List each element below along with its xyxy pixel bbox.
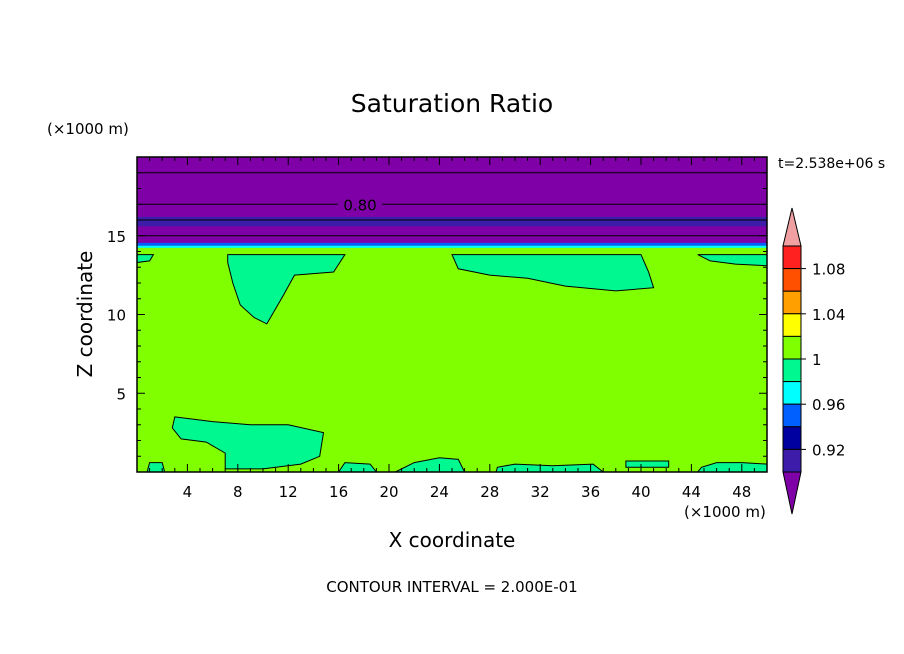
- colorbar-swatch: [782, 381, 802, 405]
- colorbar-bottom-arrow: [782, 471, 802, 515]
- pocket-upper-middle: [451, 254, 655, 292]
- contour-interval-note: CONTOUR INTERVAL = 2.000E-01: [326, 578, 577, 596]
- colorbar: 1.08 1.04 1 0.96 0.92: [782, 207, 845, 515]
- colorbar-tick-label: 0.92: [812, 441, 845, 459]
- pocket-lower-left: [171, 416, 325, 470]
- x-tick-label: 8: [233, 483, 243, 501]
- x-tick-label: 16: [329, 483, 348, 501]
- chart-title: Saturation Ratio: [351, 89, 553, 118]
- x-unit-label: (×1000 m): [684, 503, 766, 521]
- x-tick-label: 24: [430, 483, 449, 501]
- contour-label: 0.80: [343, 196, 376, 214]
- x-tick-label: 4: [183, 483, 193, 501]
- y-unit-label: (×1000 m): [47, 120, 129, 138]
- colorbar-tick-label: 1.08: [812, 261, 845, 279]
- x-axis: 4 8 12 16 20 24 28 32 36 40 44 48: [149, 157, 755, 501]
- time-label: t=2.538e+06 s: [778, 156, 885, 172]
- x-tick-label: 48: [732, 483, 751, 501]
- colorbar-swatch: [782, 426, 802, 450]
- pocket-upper-right: [697, 254, 768, 267]
- y-axis: 5 10 15: [107, 172, 767, 457]
- y-tick-label: 15: [107, 228, 126, 246]
- transition-band-cyan: [137, 245, 767, 248]
- y-axis-label: Z coordinate: [73, 251, 97, 378]
- colorbar-swatch: [782, 290, 802, 315]
- upper-layer: [137, 157, 767, 244]
- colorbar-tick-label: 1: [812, 351, 822, 369]
- x-tick-label: 44: [682, 483, 701, 501]
- colorbar-tick-label: 1.04: [812, 306, 845, 324]
- contour-label-bg: [338, 196, 383, 213]
- y-tick-label: 10: [107, 307, 126, 325]
- pocket-bottom-28: [495, 463, 605, 473]
- colorbar-swatch: [782, 245, 802, 270]
- x-tick-label: 28: [480, 483, 499, 501]
- colorbar-swatch: [782, 358, 802, 383]
- colorbar-top-arrow: [782, 207, 802, 247]
- x-tick-label: 40: [631, 483, 650, 501]
- pocket-bottom-39: [625, 460, 670, 468]
- colorbar-swatch: [782, 448, 802, 473]
- colorbar-swatch: [782, 268, 802, 292]
- y-tick-label: 5: [116, 385, 126, 403]
- x-tick-label: 12: [279, 483, 298, 501]
- x-tick-label: 20: [379, 483, 398, 501]
- pocket-upper-left: [227, 254, 346, 325]
- upper-layer-band: [137, 216, 767, 227]
- plot-area: 0.80: [136, 156, 768, 473]
- transition-band-blue: [137, 242, 767, 246]
- colorbar-swatch: [782, 403, 802, 428]
- colorbar-swatch: [782, 335, 802, 360]
- x-tick-label: 32: [531, 483, 550, 501]
- colorbar-tick-label: 0.96: [812, 396, 845, 414]
- colorbar-swatch: [782, 313, 802, 337]
- x-axis-label: X coordinate: [389, 528, 516, 552]
- x-tick-label: 36: [581, 483, 600, 501]
